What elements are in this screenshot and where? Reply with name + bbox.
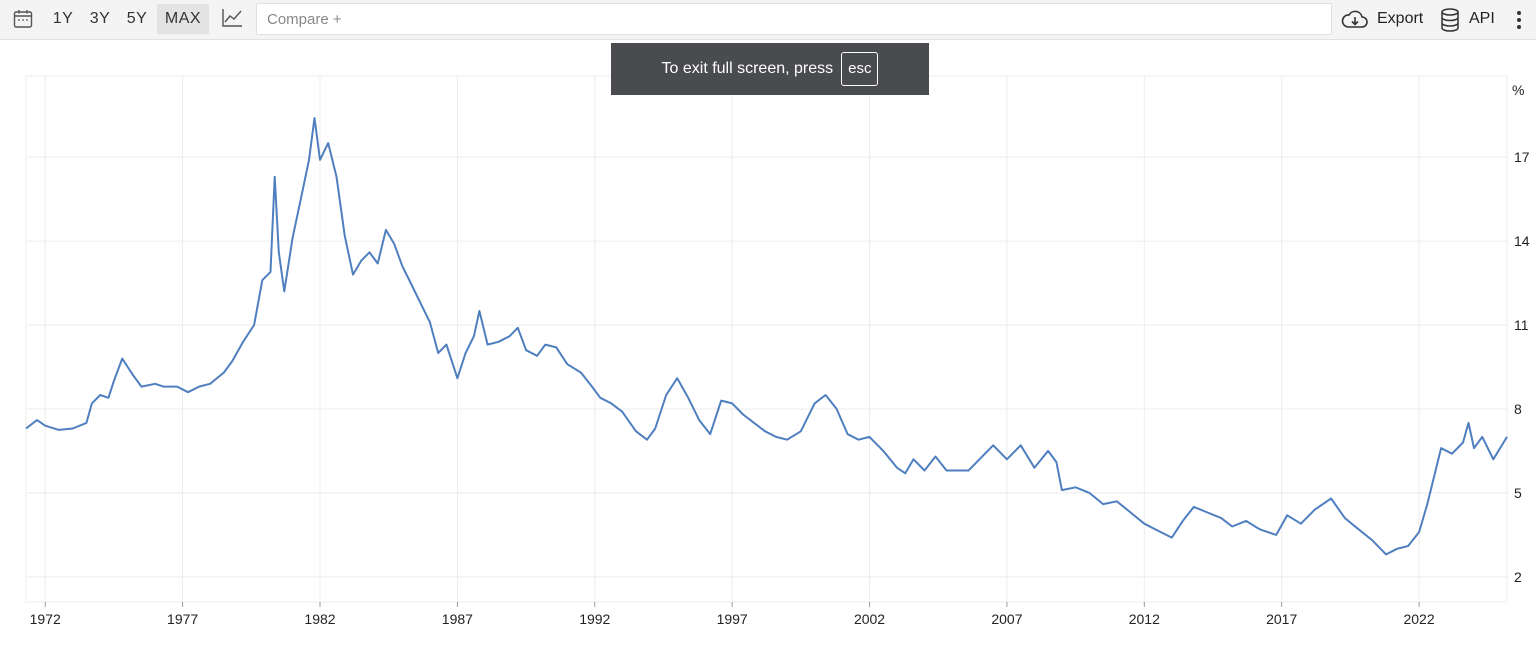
x-tick-label: 1992 [579,611,610,627]
x-tick-label: 1982 [304,611,335,627]
series-line[interactable] [25,117,1508,556]
export-button[interactable]: Export [1377,10,1424,27]
database-icon[interactable] [1440,8,1460,32]
x-tick-label: 2017 [1266,611,1297,627]
x-tick-label: 2007 [991,611,1022,627]
fullscreen-notice: To exit full screen, press esc [611,43,929,95]
calendar-icon[interactable] [13,9,33,29]
y-tick-label: 14 [1514,233,1530,249]
y-tick-label: 2 [1514,569,1522,585]
y-tick-label: 8 [1514,401,1522,417]
range-5y-button[interactable]: 5Y [126,10,148,27]
line-chart: 2 5 8 11 14 17 1972 1977 1982 1987 1992 1997 2002 20… [25,75,1530,627]
fullscreen-notice-text: To exit full screen, press [661,60,834,77]
x-tick-label: 1987 [442,611,473,627]
cloud-download-icon[interactable] [1341,9,1369,31]
compare-input[interactable] [256,3,1332,35]
esc-key-badge: esc [841,52,879,86]
x-tick-label: 2022 [1403,611,1434,627]
x-tick-label: 2012 [1129,611,1160,627]
api-button[interactable]: API [1469,10,1495,27]
y-axis: 2 5 8 11 14 17 [1514,149,1530,585]
x-tick-label: 1972 [30,611,61,627]
x-tick-label: 1997 [717,611,748,627]
chart-grid [25,75,1508,603]
range-3y-button[interactable]: 3Y [89,10,111,27]
range-1y-button[interactable]: 1Y [52,10,74,27]
plot-frame [25,75,1508,603]
y-unit-label: % [1512,82,1524,98]
range-max-button[interactable]: MAX [157,4,209,34]
line-chart-icon[interactable] [221,8,243,28]
x-tick-label: 1977 [167,611,198,627]
more-vertical-icon[interactable] [1514,10,1524,30]
y-tick-label: 17 [1514,149,1530,165]
y-tick-label: 11 [1514,317,1529,333]
y-tick-label: 5 [1514,485,1522,501]
x-axis: 1972 1977 1982 1987 1992 1997 2002 2007 2012 2017… [30,602,1435,627]
chart-toolbar: 1Y 3Y 5Y MAX Export API [0,0,1536,40]
x-tick-label: 2002 [854,611,885,627]
